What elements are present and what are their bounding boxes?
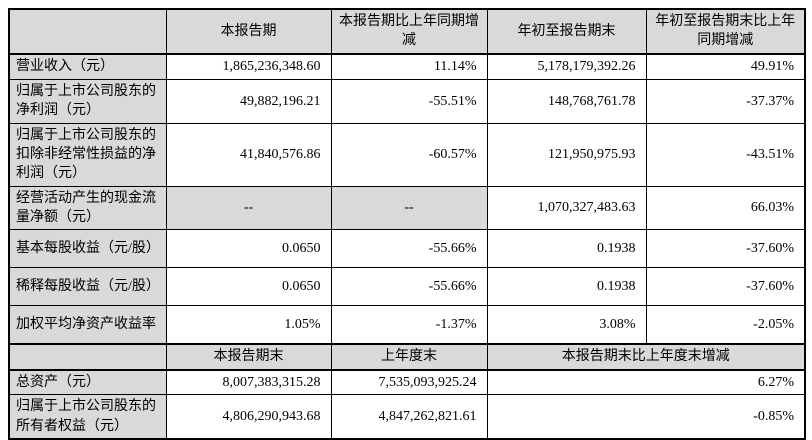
cell-label: 基本每股收益（元/股）: [8, 229, 167, 269]
cell-current-period: --: [165, 185, 332, 231]
row-net-profit: 归属于上市公司股东的净利润（元） 49,882,196.21 -55.51% 1…: [8, 79, 806, 124]
cell-label: 加权平均净资产收益率: [8, 305, 167, 345]
cell-period-end-value: 4,806,290,943.68: [165, 394, 332, 440]
cell-ytd-change: -37.60%: [645, 267, 806, 307]
cell-current-change: -55.66%: [330, 267, 488, 307]
cell-label: 总资产（元）: [8, 369, 167, 396]
cell-label: 归属于上市公司股东的净利润（元）: [8, 79, 167, 124]
cell-current-period: 49,882,196.21: [165, 79, 332, 124]
cell-ytd: 1,070,327,483.63: [486, 185, 647, 231]
header-ytd-change: 年初至报告期末比上年同期增减: [645, 8, 806, 55]
cell-current-period: 41,840,576.86: [165, 122, 332, 187]
subheader-row: 本报告期末 上年度末 本报告期末比上年度末增减: [8, 342, 806, 371]
row-diluted-eps: 稀释每股收益（元/股） 0.0650 -55.66% 0.1938 -37.60…: [8, 267, 806, 307]
cell-current-period: 1,865,236,348.60: [165, 53, 332, 81]
cell-current-change: 11.14%: [330, 53, 488, 81]
cell-ytd-change: -37.60%: [645, 229, 806, 269]
cell-current-change: --: [330, 185, 488, 231]
cell-ytd: 0.1938: [486, 229, 647, 269]
row-operating-cash-flow: 经营活动产生的现金流量净额（元） -- -- 1,070,327,483.63 …: [8, 185, 806, 231]
cell-label: 归属于上市公司股东的所有者权益（元）: [8, 394, 167, 440]
cell-end-change: -0.85%: [486, 394, 806, 440]
cell-current-change: -55.66%: [330, 229, 488, 269]
cell-current-period: 1.05%: [165, 305, 332, 345]
cell-prev-year-end-value: 4,847,262,821.61: [330, 394, 488, 440]
cell-ytd-change: 66.03%: [645, 185, 806, 231]
financial-summary-table: 本报告期 本报告期比上年同期增减 年初至报告期末 年初至报告期末比上年同期增减 …: [8, 8, 806, 440]
header-empty-cell: [8, 8, 167, 55]
cell-current-change: -55.51%: [330, 79, 488, 124]
cell-ytd: 3.08%: [486, 305, 647, 345]
subheader-end-change: 本报告期末比上年度末增减: [486, 342, 806, 371]
cell-ytd-change: 49.91%: [645, 53, 806, 81]
table-header-row: 本报告期 本报告期比上年同期增减 年初至报告期末 年初至报告期末比上年同期增减: [8, 8, 806, 55]
cell-end-change: 6.27%: [486, 369, 806, 396]
cell-current-period: 0.0650: [165, 229, 332, 269]
cell-prev-year-end-value: 7,535,093,925.24: [330, 369, 488, 396]
header-current-period-change: 本报告期比上年同期增减: [330, 8, 488, 55]
cell-label: 经营活动产生的现金流量净额（元）: [8, 185, 167, 231]
row-total-assets: 总资产（元） 8,007,383,315.28 7,535,093,925.24…: [8, 369, 806, 396]
row-basic-eps: 基本每股收益（元/股） 0.0650 -55.66% 0.1938 -37.60…: [8, 229, 806, 269]
cell-label: 归属于上市公司股东的扣除非经常性损益的净利润（元）: [8, 122, 167, 187]
cell-label: 稀释每股收益（元/股）: [8, 267, 167, 307]
cell-current-period: 0.0650: [165, 267, 332, 307]
subheader-empty-cell: [8, 342, 167, 371]
cell-ytd: 5,178,179,392.26: [486, 53, 647, 81]
cell-current-change: -60.57%: [330, 122, 488, 187]
cell-label: 营业收入（元）: [8, 53, 167, 81]
cell-ytd-change: -37.37%: [645, 79, 806, 124]
cell-period-end-value: 8,007,383,315.28: [165, 369, 332, 396]
subheader-prev-year-end: 上年度末: [330, 342, 488, 371]
header-ytd: 年初至报告期末: [486, 8, 647, 55]
cell-ytd: 121,950,975.93: [486, 122, 647, 187]
subheader-period-end: 本报告期末: [165, 342, 332, 371]
cell-ytd: 0.1938: [486, 267, 647, 307]
cell-ytd: 148,768,761.78: [486, 79, 647, 124]
row-net-profit-excl-nonrecurring: 归属于上市公司股东的扣除非经常性损益的净利润（元） 41,840,576.86 …: [8, 122, 806, 187]
row-weighted-avg-roe: 加权平均净资产收益率 1.05% -1.37% 3.08% -2.05%: [8, 305, 806, 345]
row-owners-equity: 归属于上市公司股东的所有者权益（元） 4,806,290,943.68 4,84…: [8, 394, 806, 440]
cell-current-change: -1.37%: [330, 305, 488, 345]
cell-ytd-change: -43.51%: [645, 122, 806, 187]
header-current-period: 本报告期: [165, 8, 332, 55]
row-operating-revenue: 营业收入（元） 1,865,236,348.60 11.14% 5,178,17…: [8, 53, 806, 81]
cell-ytd-change: -2.05%: [645, 305, 806, 345]
